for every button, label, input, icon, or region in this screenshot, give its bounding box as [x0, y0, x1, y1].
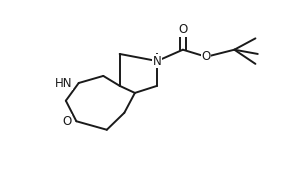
Text: O: O [202, 50, 211, 63]
Text: N: N [153, 54, 162, 68]
Text: HN: HN [55, 77, 73, 89]
Text: O: O [62, 115, 71, 128]
Text: O: O [178, 23, 188, 36]
